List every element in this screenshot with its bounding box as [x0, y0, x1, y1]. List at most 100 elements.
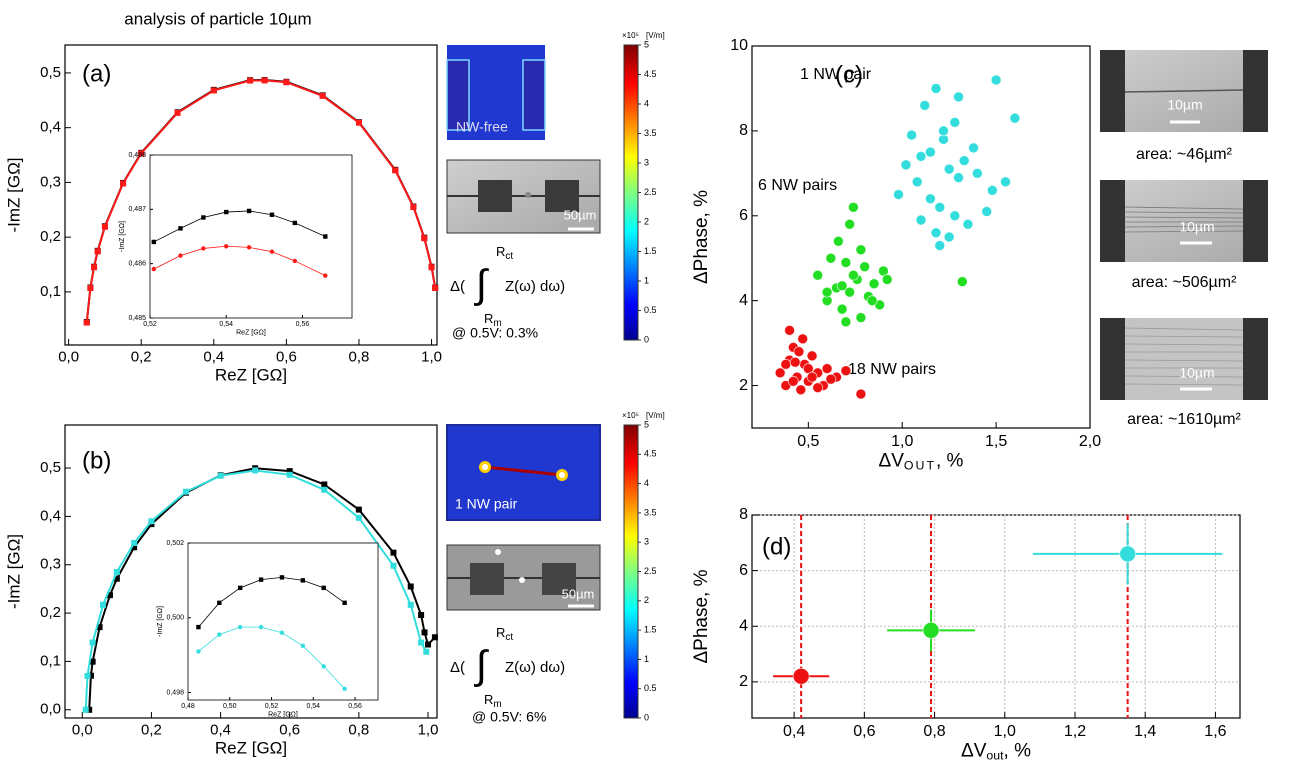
formula-lower: Rm	[484, 692, 502, 709]
y-tick-label: 0,2	[40, 228, 61, 245]
x-tick-label: 0,4	[203, 349, 224, 366]
x-tick-label: 0,54	[306, 703, 320, 710]
colorbar-tick-label: 2.5	[644, 187, 657, 197]
point	[89, 658, 96, 665]
point	[821, 286, 833, 298]
y-tick-label: 0,0	[40, 701, 61, 718]
point	[812, 269, 824, 281]
y-tick-label: 2	[739, 673, 748, 690]
point	[953, 172, 964, 183]
colorbar-tick-label: 4	[644, 98, 649, 108]
x-tick-label: 0,50	[223, 703, 237, 710]
x-tick-label: 0,48	[181, 703, 195, 710]
point	[120, 180, 127, 187]
point	[930, 227, 942, 239]
colorbar-tick-label: 1.5	[644, 246, 657, 256]
point	[269, 212, 275, 217]
point	[283, 79, 290, 86]
point	[131, 539, 138, 546]
point	[321, 486, 328, 493]
x-tick-label: 0,6	[276, 349, 297, 366]
point	[962, 218, 974, 230]
y-tick-label: 0,502	[166, 540, 184, 547]
point	[787, 375, 799, 387]
scale-bar-label: 10µm	[1179, 365, 1214, 381]
x-tick-label: 0,52	[265, 703, 279, 710]
point	[900, 159, 912, 171]
point	[868, 278, 880, 290]
x-tick-label: 0,56	[296, 321, 310, 328]
point	[866, 295, 878, 307]
y-tick-label: 0,5	[40, 64, 61, 81]
point	[821, 363, 833, 374]
integral-sign: ∫	[474, 644, 490, 688]
formula-upper: Rct	[496, 244, 513, 261]
point	[859, 261, 871, 273]
point	[261, 77, 268, 84]
point	[915, 150, 927, 162]
formula-prefix: Δ(	[450, 278, 465, 295]
point	[279, 575, 285, 580]
point	[252, 467, 259, 474]
y-tick-label: 0,1	[40, 283, 61, 300]
point	[806, 350, 818, 362]
point	[300, 643, 306, 648]
point	[342, 600, 347, 606]
colorbar-unit: [V/m]	[646, 411, 665, 420]
point	[269, 249, 275, 254]
point	[844, 218, 856, 230]
x-axis-label-suffix: , %	[936, 451, 964, 472]
point	[825, 373, 837, 385]
point	[844, 286, 856, 298]
y-axis-label: -ImZ [GΩ]	[157, 606, 164, 637]
point	[300, 578, 306, 583]
figure-title: analysis of particle 10µm	[124, 9, 311, 28]
point	[286, 468, 293, 475]
colorbar-tick-label: 3.5	[644, 507, 657, 517]
y-tick-label: 0,488	[128, 152, 146, 159]
x-tick-label: 0,8	[923, 723, 945, 740]
point	[323, 273, 328, 278]
point	[148, 518, 155, 525]
x-tick-label: 1,6	[1204, 723, 1226, 740]
colorbar-tick-label: 1	[644, 275, 649, 285]
x-tick-label: 0,0	[72, 722, 93, 739]
colorbar	[623, 44, 639, 341]
point	[919, 100, 931, 111]
point	[258, 624, 264, 630]
plot-area	[149, 154, 353, 319]
point	[86, 706, 93, 713]
x-tick-label: 1,0	[421, 349, 442, 366]
y-tick-label: 10	[730, 37, 748, 54]
colorbar-tick-label: 3	[644, 157, 649, 167]
point	[407, 583, 414, 590]
scale-bar-label: 10µm	[1167, 97, 1202, 113]
panel-label: (a)	[82, 60, 111, 87]
series-line	[198, 626, 345, 690]
point	[196, 624, 201, 630]
scale-bar-label: 50µm	[562, 586, 595, 601]
point	[840, 257, 852, 268]
field-label: 1 NW pair	[455, 496, 518, 512]
point	[848, 269, 859, 281]
series-line	[153, 210, 326, 243]
formula-integrand: Z(ω) dω)	[505, 659, 565, 676]
note: @ 0.5V: 6%	[472, 709, 546, 725]
y-axis-label: -ImZ [GΩ]	[4, 157, 23, 232]
point	[292, 220, 298, 226]
point	[789, 356, 801, 368]
x-tick-label: 0,8	[348, 722, 369, 739]
plot-area	[187, 542, 379, 701]
x-tick-label: 1,5	[985, 433, 1007, 450]
colorbar-tick-label: 5	[644, 39, 649, 49]
point	[911, 176, 923, 188]
point	[390, 549, 397, 556]
point	[101, 223, 108, 230]
point	[96, 624, 103, 631]
point	[949, 117, 961, 128]
point	[958, 155, 970, 167]
colorbar-tick-label: 0	[644, 334, 649, 344]
series-line	[153, 245, 326, 276]
point	[410, 204, 417, 211]
formula-lower-sub: m	[493, 699, 501, 710]
